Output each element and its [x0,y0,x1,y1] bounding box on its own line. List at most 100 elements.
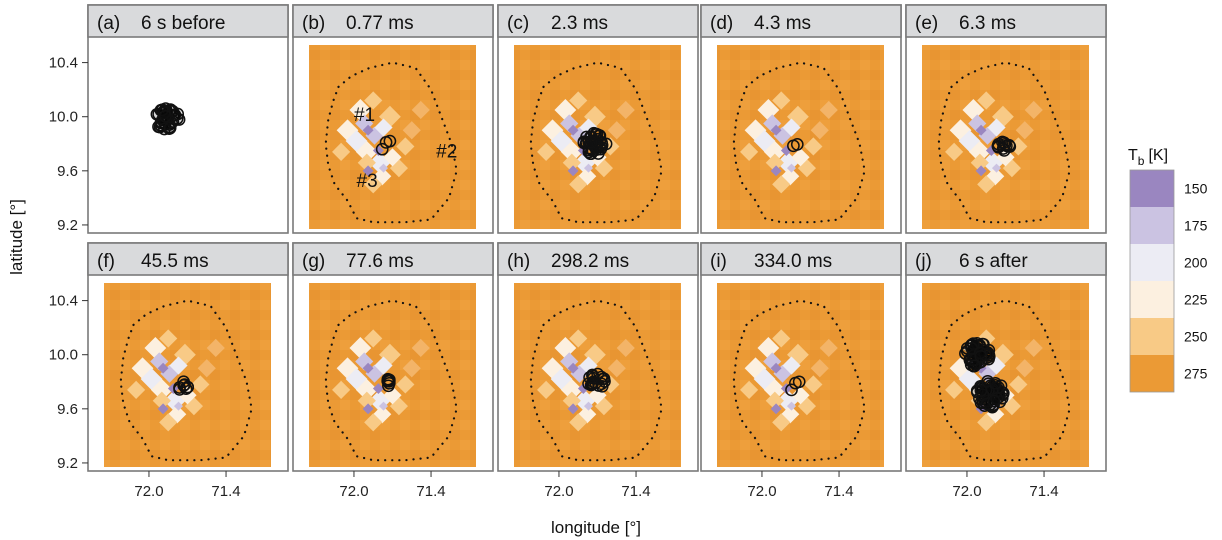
map-pixel [374,356,393,375]
map-pixel [975,165,987,177]
event-cluster [150,102,186,136]
map-pixel [411,100,430,120]
event-cluster [787,138,804,153]
event-marker [584,135,598,149]
map-pixel [372,145,384,156]
map-pixel [402,121,421,140]
panel-letter: (b) [302,13,325,34]
map-pixel [411,338,430,358]
event-marker [159,109,172,123]
map-pixel [159,329,178,348]
panel-header [497,242,699,276]
x-tick-label: 71.4 [621,483,650,500]
panel-c: (c) 2.3 ms [497,4,699,234]
map-pixel [191,375,210,394]
event-marker [598,375,611,388]
map-pixel [945,380,964,399]
event-marker [996,142,1010,155]
x-tick-label: 72.0 [544,483,573,500]
map-pixel [364,175,383,194]
map-pixel [362,362,374,374]
x-tick-label: 71.4 [1029,483,1058,500]
panel-label: 298.2 ms [551,251,629,272]
event-marker [382,374,396,388]
y-tick-label: 10.4 [49,293,78,310]
brightness-map [309,45,476,229]
event-marker [379,136,393,149]
event-marker [974,349,988,363]
colorbar-label: 175 [1184,218,1208,234]
colorbar-swatch [1130,207,1174,244]
colorbar-title: Tb [K] [1128,147,1168,168]
x-tick-label: 71.4 [416,483,445,500]
map-pixel [383,148,402,167]
map-pixel [364,91,383,110]
map-background [717,45,884,229]
event-marker [173,381,186,394]
colorbar-label: 150 [1184,181,1208,197]
map-pixel [332,142,351,161]
colorbar-swatch [1130,318,1174,355]
y-tick-label: 10.0 [49,109,78,126]
panel-label: 6 s before [141,13,226,34]
map-pixel [770,362,782,374]
event-cluster [381,372,396,393]
x-tick-label: 71.4 [211,483,240,500]
map-pixel [970,153,989,172]
panel-i: (i) 334.0 ms [700,242,902,472]
panel-letter: (c) [507,13,529,34]
event-cluster [577,126,613,161]
map-pixel [975,124,987,136]
colorbar-swatch [1130,170,1174,207]
x-axis-label: longitude [°] [551,518,641,537]
event-marker [787,139,800,153]
y-tick-label: 9.6 [57,163,78,180]
event-marker [987,394,1001,408]
y-tick-label: 9.6 [57,401,78,418]
map-pixel [583,401,594,411]
x-tick-label: 72.0 [339,483,368,500]
map-pixel [127,380,146,399]
panel-label: 334.0 ms [754,251,832,272]
map-pixel [396,137,415,156]
map-pixel [362,403,374,415]
brightness-map [922,283,1089,467]
map-pixel [567,165,579,177]
event-marker [785,383,798,397]
brightness-map [104,283,271,467]
map-pixel [402,359,421,378]
panel-h: (h) 298.2 ms [497,242,699,472]
map-pixel [152,391,171,410]
y-tick-label: 9.2 [57,455,78,472]
y-tick-label: 10.4 [49,55,78,72]
map-pixel [740,142,759,161]
map-pixel [780,145,792,156]
panel-letter: (i) [710,251,727,272]
panel-e: (e) 6.3 ms [905,4,1107,234]
event-cluster [959,337,996,373]
event-marker [375,142,389,156]
x-tick-label: 71.4 [824,483,853,500]
panel-header [700,4,902,38]
panel-label: 6.3 ms [959,13,1016,34]
brightness-map [514,45,681,229]
event-cluster [785,375,806,397]
colorbar: Tb [K] 150 175 200 225 250 275 [1128,147,1208,393]
panel-g: (g) 77.6 ms [292,242,494,472]
map-pixel [357,153,376,172]
map-pixel [159,413,178,432]
panel-label: 45.5 ms [141,251,209,272]
map-pixel [396,375,415,394]
map-pixel [364,329,383,348]
map-pixel [150,378,173,401]
map-pixel [567,362,579,374]
colorbar-swatch [1130,281,1174,318]
x-tick-label: 72.0 [134,483,163,500]
colorbar-label: 250 [1184,329,1208,345]
event-marker [593,134,607,148]
panel-header [905,4,1107,38]
panel-letter: (a) [97,13,120,34]
map-pixel [562,391,581,410]
map-pixel [765,391,784,410]
map-pixel [562,153,581,172]
